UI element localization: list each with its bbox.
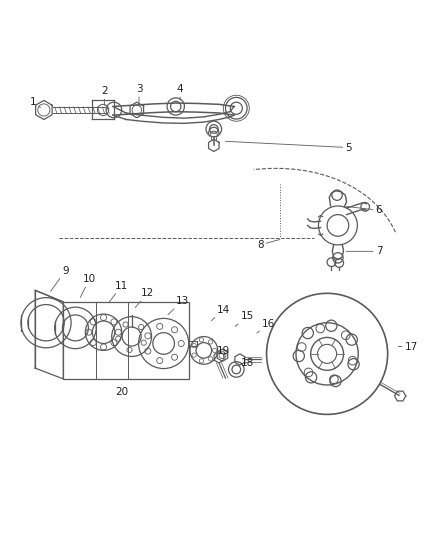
Text: 20: 20 xyxy=(115,384,128,397)
Text: 10: 10 xyxy=(80,274,96,297)
Text: 9: 9 xyxy=(51,266,69,291)
Text: 17: 17 xyxy=(398,342,418,351)
Text: 5: 5 xyxy=(225,141,352,152)
Text: 1: 1 xyxy=(30,97,40,108)
Text: 6: 6 xyxy=(346,205,382,215)
Text: 14: 14 xyxy=(211,305,230,321)
Text: 11: 11 xyxy=(109,281,128,302)
Text: 7: 7 xyxy=(346,246,382,256)
Text: 12: 12 xyxy=(135,288,154,308)
Text: 3: 3 xyxy=(136,84,142,106)
Text: 2: 2 xyxy=(101,86,108,106)
Text: 8: 8 xyxy=(257,239,280,250)
Text: 13: 13 xyxy=(168,296,189,314)
Text: 19: 19 xyxy=(217,346,230,356)
Text: 4: 4 xyxy=(177,84,184,100)
Text: 18: 18 xyxy=(240,358,254,367)
Text: 16: 16 xyxy=(257,319,276,333)
Text: 15: 15 xyxy=(235,311,254,327)
